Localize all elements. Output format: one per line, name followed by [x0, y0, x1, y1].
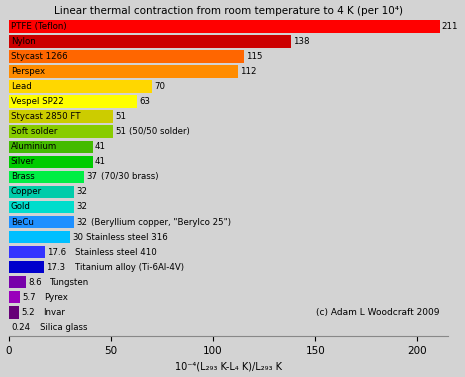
Text: 51: 51 — [115, 127, 126, 136]
Bar — [9, 126, 113, 138]
Text: 8.6: 8.6 — [28, 277, 42, 287]
Text: Stycast 2850 FT: Stycast 2850 FT — [11, 112, 80, 121]
Text: Soft solder: Soft solder — [11, 127, 57, 136]
X-axis label: 10⁻⁴(L₂₉₃ K-L₄ K)/L₂₉₃ K: 10⁻⁴(L₂₉₃ K-L₄ K)/L₂₉₃ K — [175, 362, 282, 371]
Text: 5.7: 5.7 — [22, 293, 36, 302]
Text: Gold: Gold — [11, 202, 31, 211]
Text: 5.2: 5.2 — [21, 308, 35, 317]
Text: BeCu: BeCu — [11, 218, 34, 227]
Bar — [9, 231, 70, 244]
Bar — [9, 80, 152, 93]
Bar — [9, 276, 27, 288]
Text: PTFE (Teflon): PTFE (Teflon) — [11, 22, 66, 31]
Text: 41: 41 — [94, 143, 106, 152]
Text: 17.6: 17.6 — [47, 248, 66, 257]
Text: 32: 32 — [76, 202, 87, 211]
Text: Vespel SP22: Vespel SP22 — [11, 97, 64, 106]
Text: Copper: Copper — [11, 187, 42, 196]
Text: 32: 32 — [76, 187, 87, 196]
Text: 37: 37 — [86, 172, 98, 181]
Text: Brass: Brass — [11, 172, 34, 181]
Text: Invar: Invar — [43, 308, 65, 317]
Text: 138: 138 — [293, 37, 309, 46]
Bar — [9, 156, 93, 168]
Text: 30: 30 — [72, 233, 83, 242]
Text: (c) Adam L Woodcraft 2009: (c) Adam L Woodcraft 2009 — [316, 308, 439, 317]
Text: Pyrex: Pyrex — [44, 293, 68, 302]
Bar — [9, 141, 93, 153]
Text: (70/30 brass): (70/30 brass) — [101, 172, 158, 181]
Text: Stycast 1266: Stycast 1266 — [11, 52, 67, 61]
Text: 112: 112 — [239, 67, 256, 76]
Text: Aluminium: Aluminium — [11, 143, 57, 152]
Bar — [9, 291, 20, 303]
Bar — [9, 51, 244, 63]
Text: 32: 32 — [76, 218, 87, 227]
Text: 17.3: 17.3 — [46, 262, 65, 271]
Bar — [9, 110, 113, 123]
Text: Silver: Silver — [11, 158, 35, 166]
Text: Tungsten: Tungsten — [50, 277, 89, 287]
Bar — [9, 261, 44, 273]
Title: Linear thermal contraction from room temperature to 4 K (per 10⁴): Linear thermal contraction from room tem… — [54, 6, 403, 15]
Text: Stainless steel 410: Stainless steel 410 — [75, 248, 157, 257]
Text: Stainless steel 316: Stainless steel 316 — [86, 233, 168, 242]
Text: 51: 51 — [115, 112, 126, 121]
Text: 0.24: 0.24 — [11, 323, 31, 332]
Text: 211: 211 — [442, 22, 458, 31]
Bar — [9, 185, 74, 198]
Bar — [9, 66, 238, 78]
Bar — [9, 35, 291, 48]
Bar — [9, 20, 440, 33]
Text: Lead: Lead — [11, 82, 32, 91]
Bar — [9, 246, 45, 258]
Text: Nylon: Nylon — [11, 37, 36, 46]
Text: (Beryllium copper, "Berylco 25"): (Beryllium copper, "Berylco 25") — [91, 218, 231, 227]
Text: 70: 70 — [154, 82, 165, 91]
Text: Titanium alloy (Ti-6Al-4V): Titanium alloy (Ti-6Al-4V) — [75, 262, 184, 271]
Text: 41: 41 — [94, 158, 106, 166]
Bar — [9, 95, 138, 108]
Text: 115: 115 — [246, 52, 262, 61]
Text: 63: 63 — [140, 97, 151, 106]
Bar — [9, 170, 84, 183]
Text: (50/50 solder): (50/50 solder) — [129, 127, 190, 136]
Bar — [9, 201, 74, 213]
Text: Silica glass: Silica glass — [40, 323, 87, 332]
Text: Perspex: Perspex — [11, 67, 45, 76]
Bar — [9, 216, 74, 228]
Bar — [9, 306, 20, 319]
